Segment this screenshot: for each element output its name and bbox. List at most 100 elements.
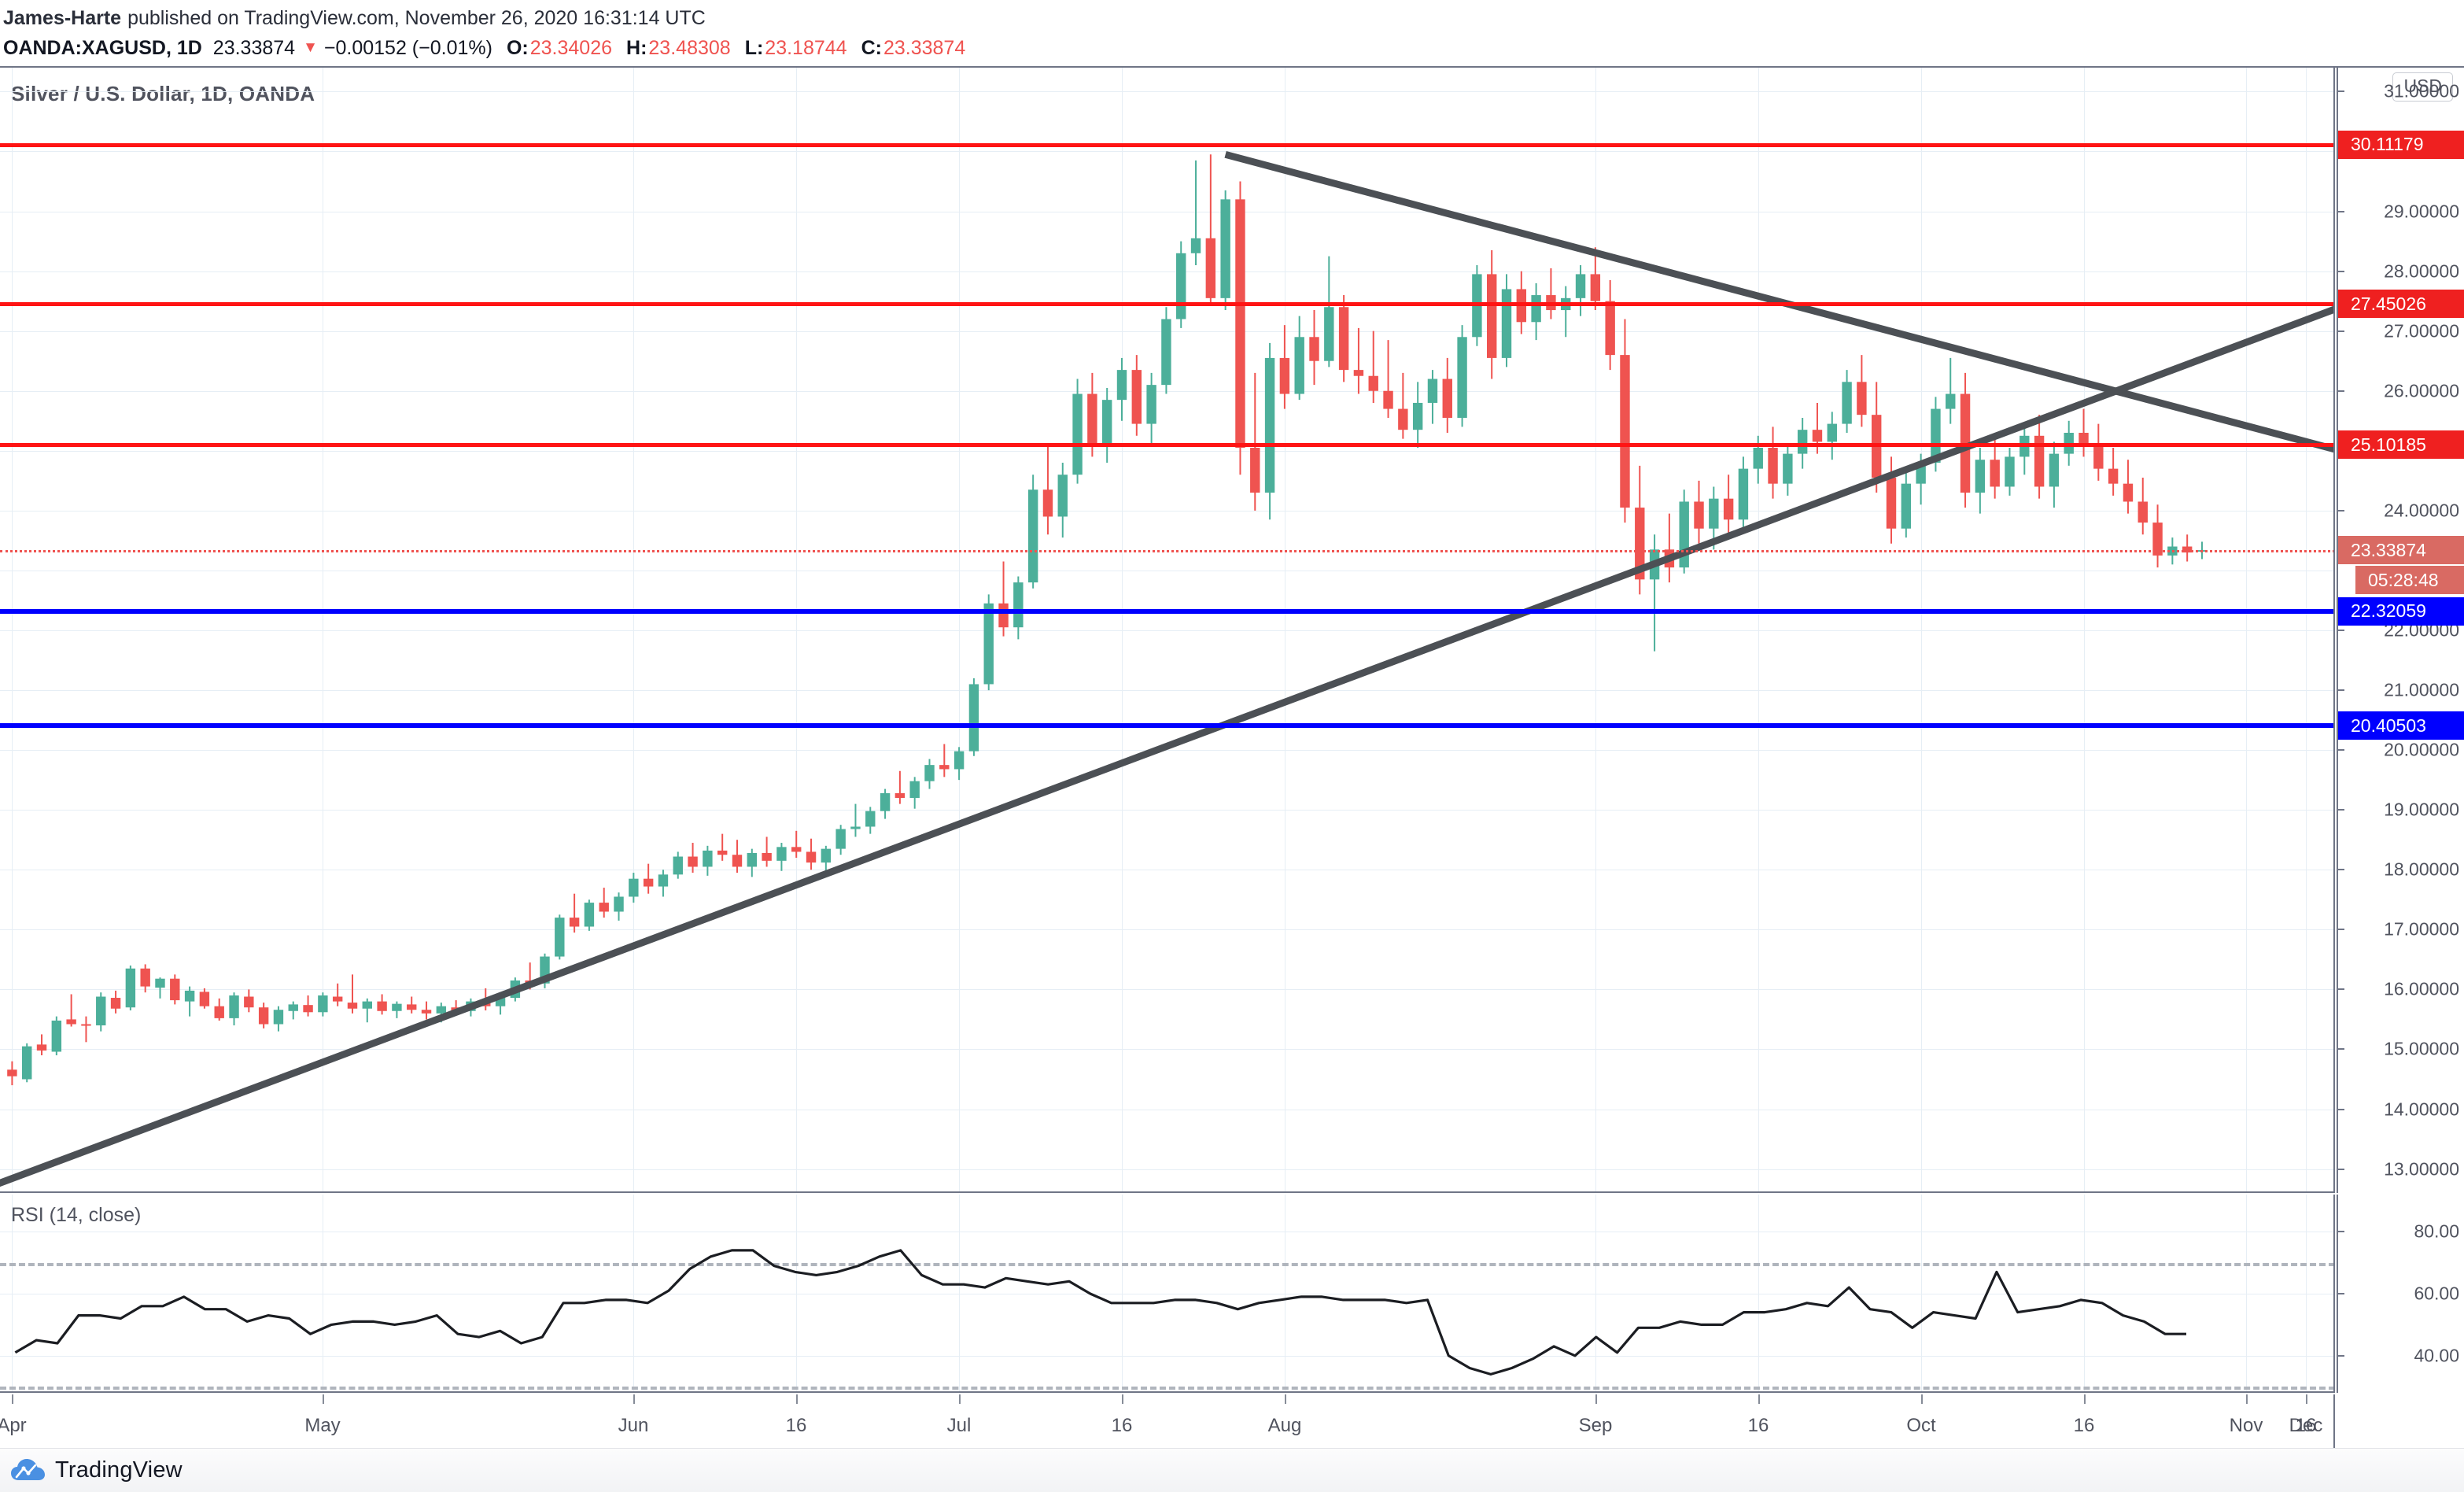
price-axis-tick: [2337, 1048, 2344, 1051]
low-label: L:: [744, 36, 764, 59]
price-gridline: [0, 630, 2333, 631]
price-gridline: [0, 750, 2333, 752]
price-change: −0.00152 (−0.01%): [323, 36, 492, 59]
attribution-bar: James-Harte published on TradingView.com…: [0, 0, 2464, 36]
time-axis-tick: [959, 1394, 961, 1404]
price-gridline: [0, 1049, 2333, 1051]
chart-frame: Silver / U.S. Dollar, 1D, OANDA RSI (14,…: [0, 66, 2464, 1450]
rsi-axis-tick: [2337, 1354, 2344, 1357]
time-axis-label: Apr: [0, 1415, 27, 1436]
resistance-price-tag[interactable]: 27.45026: [2338, 290, 2464, 319]
price-axis-tick: [2337, 1168, 2344, 1170]
time-axis-label: Jul: [946, 1415, 972, 1436]
price-axis-label: 20.00000: [2384, 739, 2459, 760]
author-name: James-Harte: [3, 6, 122, 29]
price-axis-label: 16.00000: [2384, 978, 2459, 999]
price-axis-label: 27.00000: [2384, 320, 2459, 342]
time-gridline: [633, 1195, 634, 1391]
support-line[interactable]: [0, 723, 2333, 729]
resistance-line[interactable]: [0, 302, 2333, 307]
support-price-tag[interactable]: 22.32059: [2338, 596, 2464, 626]
time-gridline: [2306, 1195, 2307, 1391]
price-axis-tick: [2337, 869, 2344, 871]
time-gridline: [2306, 68, 2307, 1191]
time-gridline: [959, 1195, 960, 1391]
price-down-arrow-icon: ▼: [303, 39, 318, 56]
price-axis-label: 28.00000: [2384, 260, 2459, 282]
time-gridline: [1921, 68, 1922, 1191]
price-axis-label: 24.00000: [2384, 500, 2459, 521]
price-axis-label: 17.00000: [2384, 918, 2459, 940]
price-axis-tick: [2337, 988, 2344, 991]
time-axis-label: 16: [785, 1415, 807, 1436]
price-axis-tick: [2337, 90, 2344, 93]
descending-trendline: [1224, 150, 2333, 453]
price-axis-label: 26.00000: [2384, 380, 2459, 401]
time-axis-label: 16: [1747, 1415, 1769, 1436]
support-price-tag[interactable]: 20.40503: [2338, 711, 2464, 740]
rsi-gridline: [0, 1355, 2333, 1357]
price-axis-tick: [2337, 509, 2344, 511]
time-axis-label: Nov: [2229, 1415, 2263, 1436]
time-gridline: [12, 1195, 13, 1391]
rsi-axis-tick: [2337, 1231, 2344, 1233]
price-axis[interactable]: USD 31.00000 29.00000 28.00000 27.00000 26.0…: [2337, 68, 2464, 1193]
price-gridline: [0, 929, 2333, 931]
time-axis-label: Sep: [1578, 1415, 1613, 1436]
time-axis-tick: [1122, 1394, 1123, 1404]
price-axis-label: 15.00000: [2384, 1038, 2459, 1059]
rsi-axis-label: 60.00: [2414, 1283, 2459, 1304]
last-price-tag[interactable]: 23.33874: [2338, 536, 2464, 565]
time-axis-tick: [633, 1394, 635, 1404]
time-gridline: [1122, 1195, 1123, 1391]
open-label: O:: [506, 36, 529, 59]
time-axis-tick: [1285, 1394, 1286, 1404]
resistance-price-tag[interactable]: 25.10185: [2338, 430, 2464, 460]
currency-badge[interactable]: USD: [2392, 72, 2453, 102]
time-gridline: [2246, 68, 2247, 1191]
price-gridline: [0, 1169, 2333, 1170]
time-gridline: [12, 68, 13, 1191]
support-line[interactable]: [0, 608, 2333, 614]
price-gridline: [0, 271, 2333, 272]
time-axis-tick: [2246, 1394, 2248, 1404]
bar-countdown-tag: 05:28:48: [2355, 566, 2464, 595]
price-axis-tick: [2337, 390, 2344, 392]
symbol-label[interactable]: OANDA:XAGUSD, 1D: [3, 36, 202, 59]
time-gridline: [1758, 68, 1759, 1191]
rsi-pane[interactable]: RSI (14, close): [0, 1195, 2335, 1393]
time-gridline: [1595, 1195, 1596, 1391]
high-label: H:: [626, 36, 647, 59]
close-label: C:: [861, 36, 882, 59]
rsi-axis-label: 80.00: [2414, 1221, 2459, 1242]
time-axis-tick: [796, 1394, 798, 1404]
price-axis-label: 31.00000: [2384, 80, 2459, 102]
time-axis-label: May: [304, 1415, 341, 1436]
price-axis-label: 29.00000: [2384, 201, 2459, 222]
time-axis-label: Dec: [2289, 1415, 2323, 1436]
time-axis[interactable]: Apr May Jun 16 Jul 16 Aug Sep 16 Oct 16 Nov Dec 16: [0, 1394, 2335, 1450]
time-axis-label: 16: [1111, 1415, 1133, 1436]
rsi-axis-label: 40.00: [2414, 1345, 2459, 1366]
time-axis-label: Aug: [1267, 1415, 1302, 1436]
price-pane[interactable]: Silver / U.S. Dollar, 1D, OANDA: [0, 68, 2335, 1193]
footer-bar: TradingView: [0, 1448, 2464, 1492]
rsi-axis-tick: [2337, 1293, 2344, 1294]
resistance-line[interactable]: [0, 443, 2333, 448]
high-value: 23.48308: [648, 36, 731, 59]
rsi-axis[interactable]: 80.00 60.00 40.00: [2337, 1195, 2464, 1393]
price-gridline: [0, 91, 2333, 93]
time-axis-tick: [1595, 1394, 1597, 1404]
resistance-line[interactable]: [0, 142, 2333, 147]
price-gridline: [0, 450, 2333, 452]
price-axis-tick: [2337, 330, 2344, 332]
time-axis-label: Jun: [618, 1415, 649, 1436]
time-gridline: [1595, 68, 1596, 1191]
price-axis-tick: [2337, 809, 2344, 811]
price-axis-tick: [2337, 270, 2344, 272]
time-gridline: [1921, 1195, 1922, 1391]
price-gridline: [0, 989, 2333, 991]
time-axis-tick: [323, 1394, 324, 1404]
resistance-price-tag[interactable]: 30.11179: [2338, 130, 2464, 159]
price-gridline: [0, 810, 2333, 811]
